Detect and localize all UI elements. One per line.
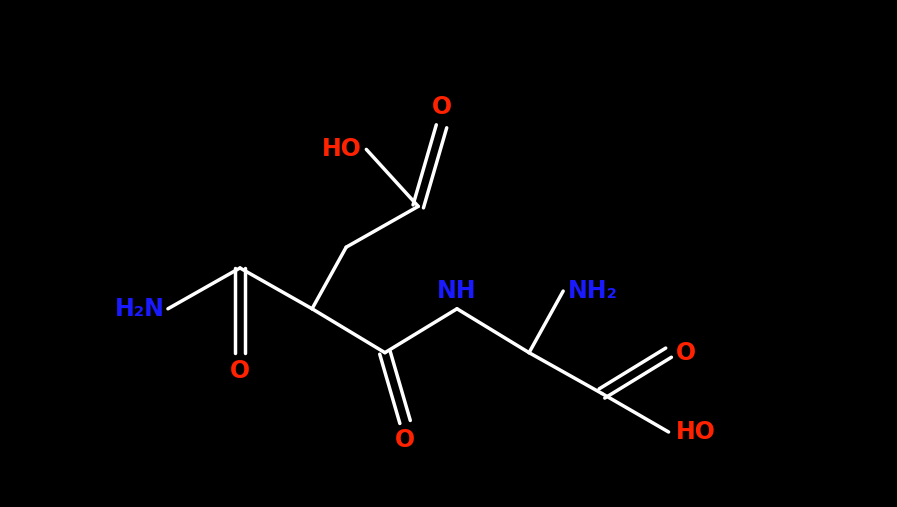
Text: O: O	[395, 428, 415, 452]
Text: HO: HO	[676, 420, 716, 444]
Text: NH₂: NH₂	[568, 279, 618, 303]
Text: O: O	[676, 341, 696, 365]
Text: NH: NH	[437, 279, 476, 303]
Text: O: O	[431, 95, 451, 119]
Text: H₂N: H₂N	[115, 297, 165, 321]
Text: HO: HO	[322, 137, 361, 161]
Text: O: O	[230, 359, 250, 383]
